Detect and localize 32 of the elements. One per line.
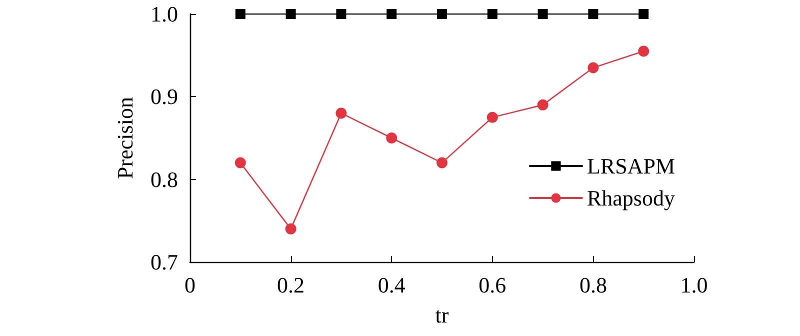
x-tick-label: 0.4	[378, 272, 406, 298]
point	[538, 9, 548, 19]
x-tick-label: 0.6	[478, 272, 506, 298]
x-tick-label: 0.2	[277, 272, 305, 298]
x-axis-title: tr	[435, 302, 450, 328]
point	[588, 9, 598, 19]
point	[234, 157, 246, 168]
point	[486, 112, 498, 123]
point	[386, 9, 397, 19]
y-tick-label: 0.8	[150, 166, 178, 192]
x-tick-label: 0	[184, 272, 196, 298]
y-tick-label: 0.9	[150, 84, 178, 110]
point	[285, 223, 296, 234]
y-tick-label: 0.7	[150, 250, 178, 274]
point	[638, 9, 649, 19]
point	[336, 108, 347, 119]
y-axis-title: Precision	[112, 97, 138, 179]
point	[386, 132, 398, 144]
point	[235, 9, 246, 19]
point	[437, 9, 447, 19]
legend-label: LRSAPM	[586, 154, 676, 178]
legend-label: Rhapsody	[586, 186, 675, 210]
point	[487, 9, 498, 19]
point	[436, 157, 448, 168]
point	[588, 62, 599, 74]
point	[537, 99, 548, 110]
y-tick-label: 1.0	[150, 2, 178, 26]
x-tick-label: 0.8	[579, 272, 607, 298]
x-tick-label: 1.0	[680, 272, 708, 298]
point	[286, 9, 296, 19]
point	[336, 9, 346, 19]
point	[638, 46, 650, 57]
